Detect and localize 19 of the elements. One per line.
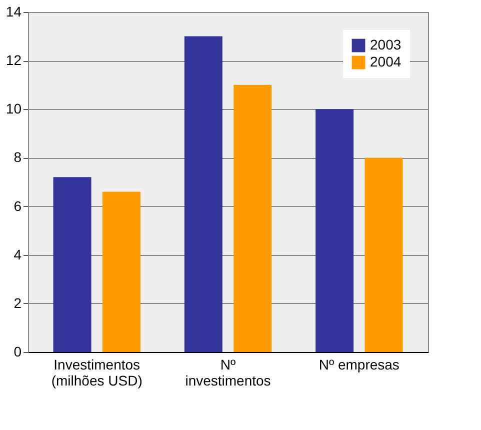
bar: [316, 109, 354, 352]
y-tick-label: 0: [14, 344, 22, 360]
y-tick-label: 12: [6, 52, 22, 68]
y-tick-label: 6: [14, 198, 22, 214]
x-tick-label: Investimentos (milhões USD): [51, 356, 142, 388]
y-tick-label: 14: [6, 4, 22, 20]
bar: [234, 84, 272, 352]
bar: [102, 192, 140, 352]
y-tick-label: 4: [14, 246, 22, 262]
y-tick-label: 10: [6, 100, 22, 117]
y-tick-label: 8: [14, 149, 22, 166]
legend-label: 2004: [370, 54, 402, 70]
bar: [53, 177, 92, 352]
bar: [184, 36, 222, 352]
x-tick-label: Nº empresas: [318, 356, 400, 372]
bar: [364, 158, 403, 352]
x-tick-label: Nº investimentos: [185, 356, 271, 388]
legend-label: 2003: [370, 36, 402, 52]
y-tick-label: 2: [14, 294, 22, 311]
